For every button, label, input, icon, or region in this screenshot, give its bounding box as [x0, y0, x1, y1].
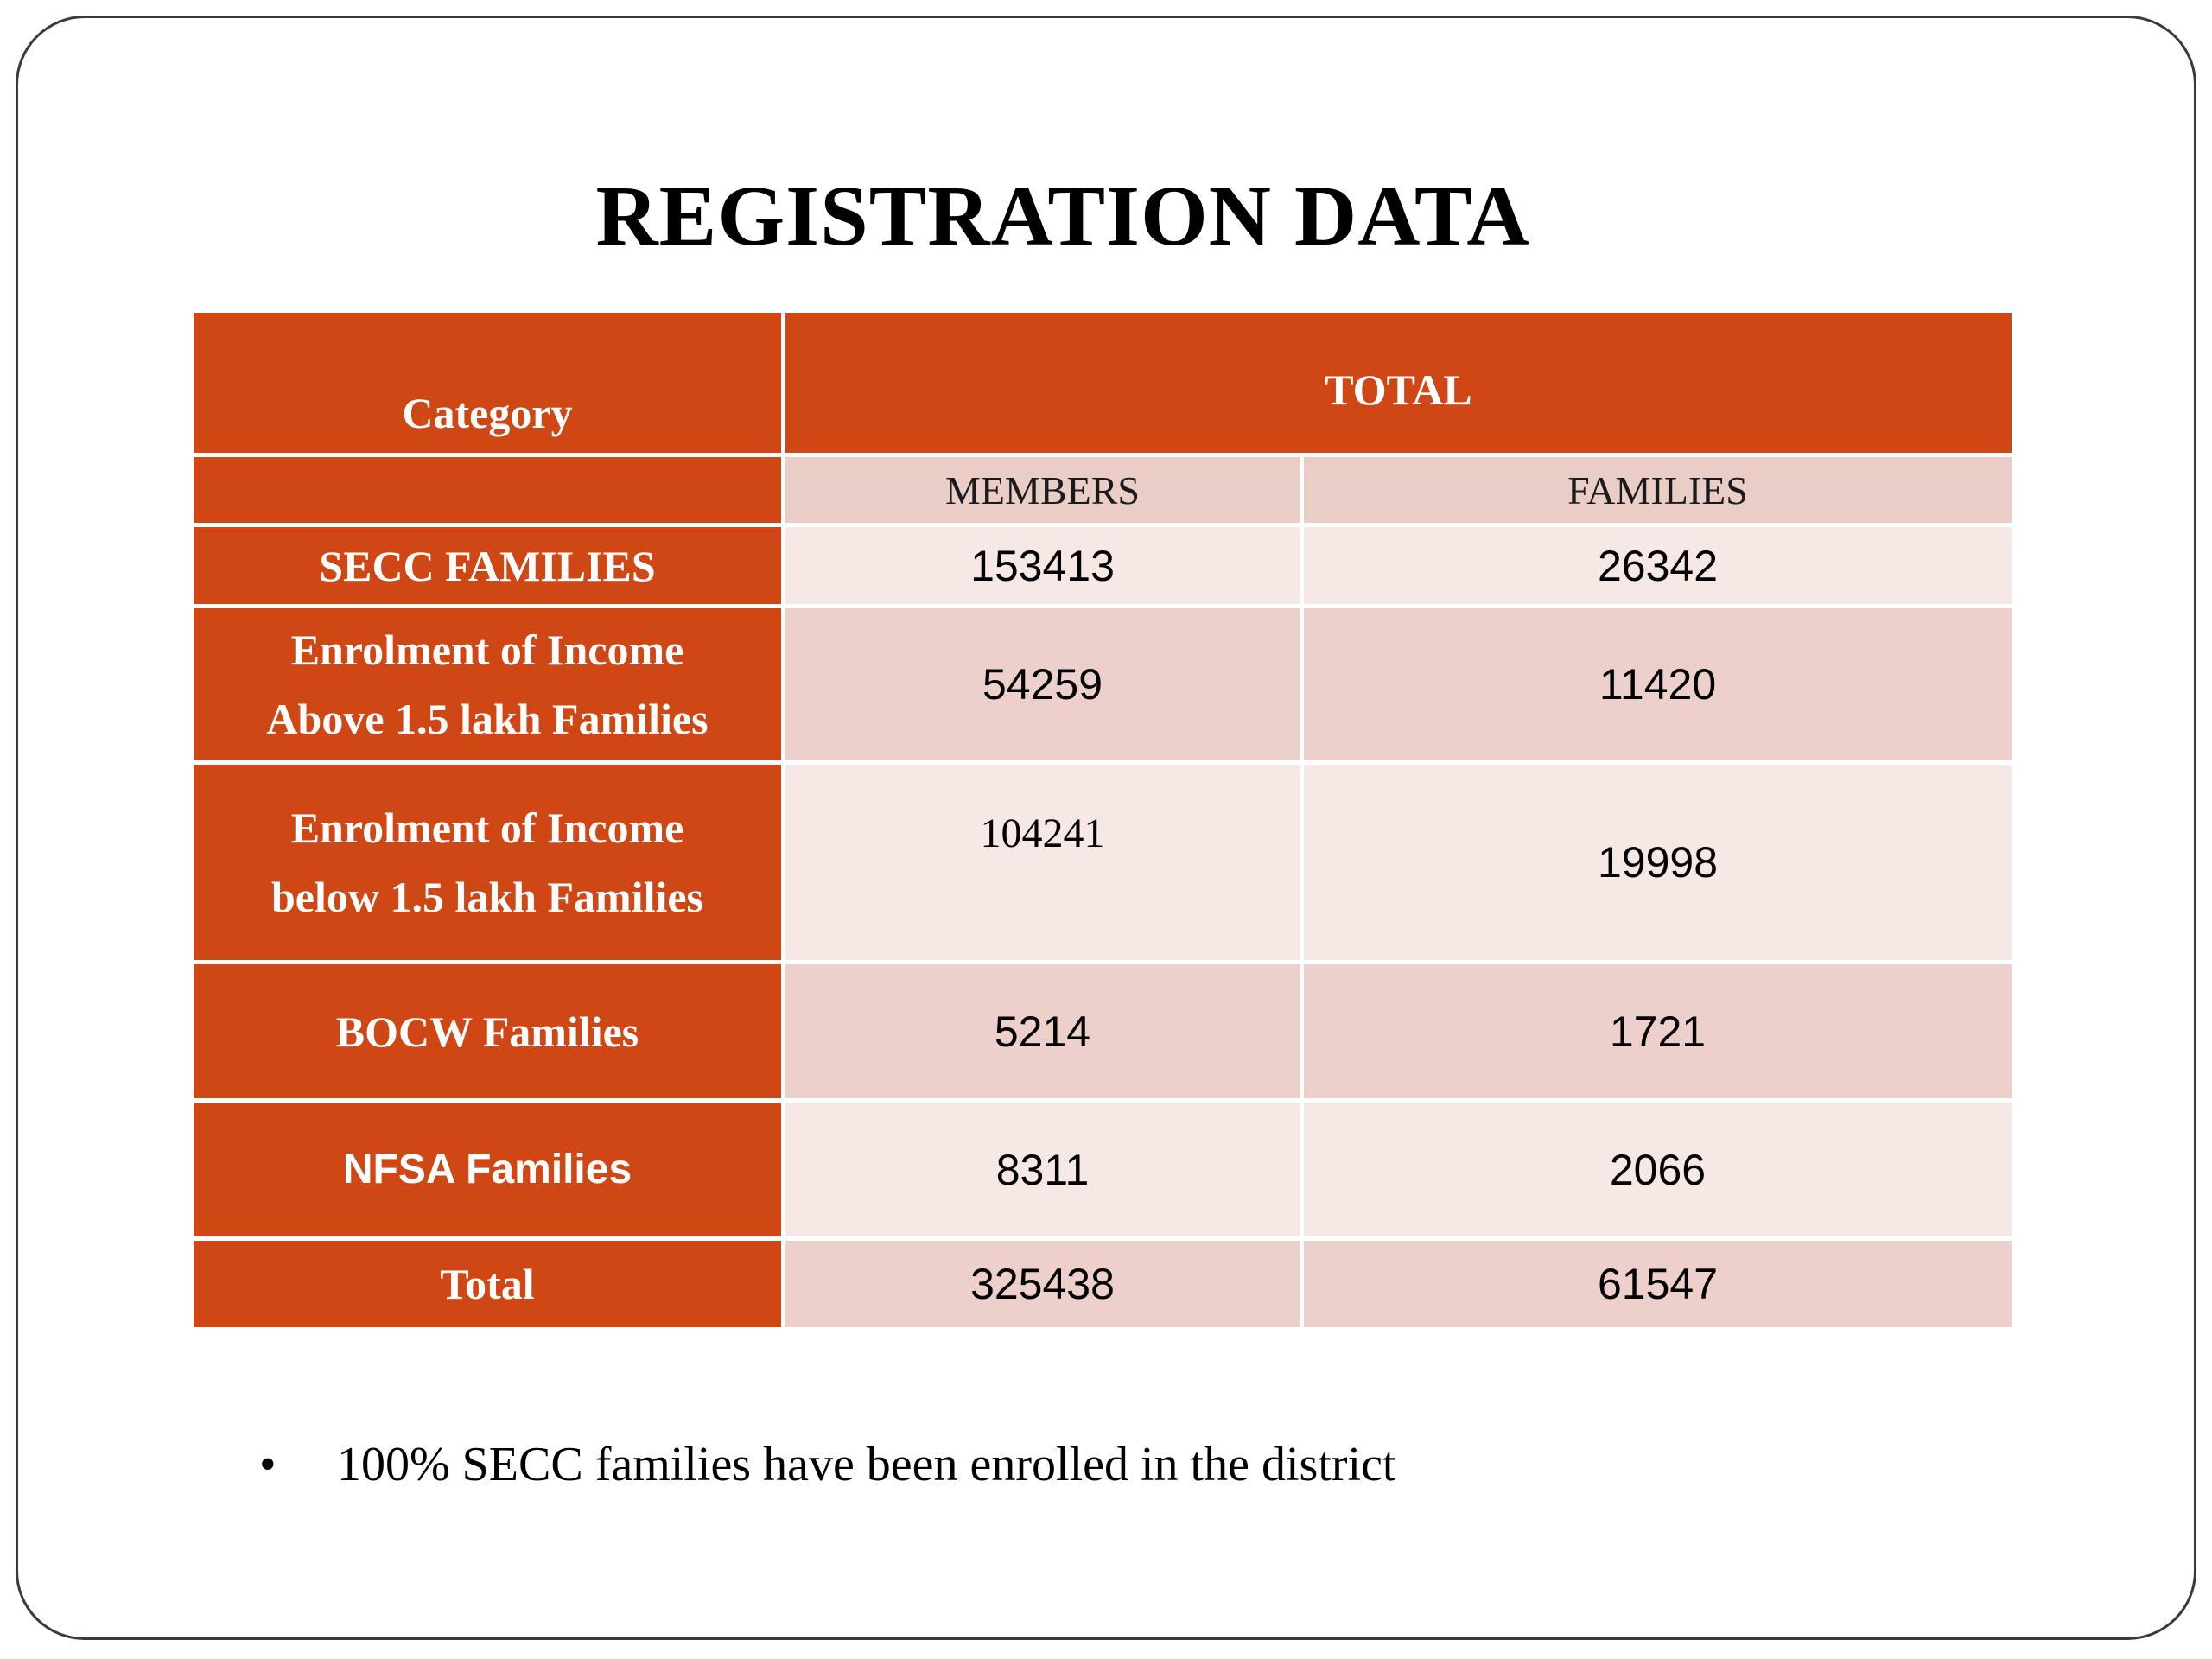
bullet-text: 100% SECC families have been enrolled in… — [337, 1438, 1396, 1491]
table-row: BOCW Families 5214 1721 — [194, 964, 2012, 1098]
row-families: 11420 — [1304, 608, 2012, 760]
table-row-total: Total 325438 61547 — [194, 1241, 2012, 1327]
table-row: NFSA Families 8311 2066 — [194, 1103, 2012, 1236]
row-category-line2: below 1.5 lakh Families — [270, 873, 704, 921]
row-members: 8311 — [785, 1103, 1300, 1236]
row-members: 325438 — [785, 1241, 1300, 1327]
header-families: FAMILIES — [1304, 457, 2012, 523]
row-members: 104241 — [785, 765, 1300, 960]
row-families: 2066 — [1304, 1103, 2012, 1236]
row-families: 1721 — [1304, 964, 2012, 1098]
table-row: SECC FAMILIES 153413 26342 — [194, 527, 2012, 604]
table-row: Enrolment of Income Above 1.5 lakh Famil… — [194, 608, 2012, 760]
row-families: 61547 — [1304, 1241, 2012, 1327]
header-members: MEMBERS — [785, 457, 1300, 523]
header-total: TOTAL — [785, 313, 2012, 453]
table-row: Enrolment of Income below 1.5 lakh Famil… — [194, 765, 2012, 960]
registration-table: Category TOTAL MEMBERS FAMILIES SECC FAM… — [189, 308, 2016, 1332]
row-members: 54259 — [785, 608, 1300, 760]
header-category: Category — [194, 313, 781, 453]
row-category-line2: Above 1.5 lakh Families — [266, 695, 709, 743]
page-title: REGISTRATION DATA — [595, 168, 1530, 264]
row-category: Total — [194, 1241, 781, 1327]
row-members: 153413 — [785, 527, 1300, 604]
row-category: Enrolment of Income Above 1.5 lakh Famil… — [194, 608, 781, 760]
header-category-blank — [194, 457, 781, 523]
row-category-line1: Enrolment of Income — [290, 804, 684, 852]
row-members: 5214 — [785, 964, 1300, 1098]
row-category: SECC FAMILIES — [194, 527, 781, 604]
row-families: 26342 — [1304, 527, 2012, 604]
row-category: NFSA Families — [194, 1103, 781, 1236]
row-category-line1: Enrolment of Income — [290, 626, 684, 674]
row-category: Enrolment of Income below 1.5 lakh Famil… — [194, 765, 781, 960]
row-category: BOCW Families — [194, 964, 781, 1098]
bullet-icon: • — [259, 1438, 276, 1491]
row-families: 19998 — [1304, 765, 2012, 960]
bullet-point: • 100% SECC families have been enrolled i… — [259, 1434, 1396, 1495]
